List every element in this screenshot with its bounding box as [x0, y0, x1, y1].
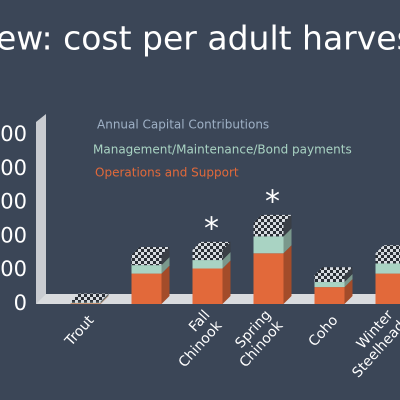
- bar-segment: [70, 301, 101, 303]
- x-tick-label: WinterSteelhead: [337, 307, 400, 381]
- bar-segment: [314, 282, 345, 288]
- x-tick-label: FallChinook: [164, 307, 226, 371]
- bar-side: [283, 245, 292, 304]
- x-tick-label: Trout: [62, 312, 98, 350]
- bar-top: [253, 214, 292, 223]
- bar-side: [100, 293, 109, 303]
- bar-segment: [70, 302, 101, 304]
- bar-segment: [314, 287, 345, 304]
- legend-label: Annual Capital Contributions: [97, 118, 269, 132]
- annotation: *: [265, 184, 280, 219]
- bar-segment: [192, 260, 223, 269]
- bar-segment: [375, 263, 400, 274]
- y-tick-label: 200: [0, 223, 27, 247]
- bar-side: [100, 294, 109, 304]
- bar-side: [283, 228, 292, 254]
- bar-side: [222, 260, 231, 304]
- bar-side: [344, 267, 353, 283]
- bar-segment: [131, 265, 162, 274]
- back-wall: [36, 114, 46, 304]
- y-tick-label: 500: [0, 122, 27, 146]
- legend-label: Operations and Support: [95, 166, 239, 180]
- bar-top: [192, 241, 231, 250]
- bar-side: [161, 257, 170, 274]
- legend-label: Management/Maintenance/Bond payments: [93, 143, 352, 157]
- bar-side: [100, 295, 109, 304]
- bar-side: [283, 214, 292, 237]
- bar-segment: [253, 222, 284, 237]
- bar-top: [375, 245, 400, 254]
- bar-side: [344, 274, 353, 288]
- bar-side: [222, 241, 231, 261]
- bar-segment: [192, 268, 223, 304]
- bar-segment: [253, 236, 284, 254]
- bar-segment: [192, 249, 223, 261]
- bar-segment: [131, 254, 162, 266]
- bar-side: [344, 279, 353, 304]
- y-tick-label: 100: [0, 257, 27, 281]
- bar-side: [222, 252, 231, 269]
- bar-segment: [253, 253, 284, 304]
- bar-top: [131, 246, 170, 255]
- y-tick-label: 0: [14, 291, 27, 315]
- bar-segment: [70, 303, 101, 304]
- bar-side: [161, 265, 170, 304]
- bar-segment: [314, 275, 345, 283]
- annotation: *: [204, 211, 219, 246]
- bar-side: [161, 246, 170, 266]
- chart-title: ew: cost per adult harves: [0, 19, 400, 58]
- bar-segment: [131, 273, 162, 304]
- y-tick-label: 300: [0, 190, 27, 214]
- bar-segment: [375, 273, 400, 304]
- x-tick-label: Coho: [306, 313, 342, 350]
- bar-top: [314, 267, 353, 276]
- x-tick-label: SpringChinook: [225, 307, 287, 371]
- bar-segment: [375, 253, 400, 264]
- y-tick-label: 400: [0, 156, 27, 180]
- bar-top: [70, 293, 109, 302]
